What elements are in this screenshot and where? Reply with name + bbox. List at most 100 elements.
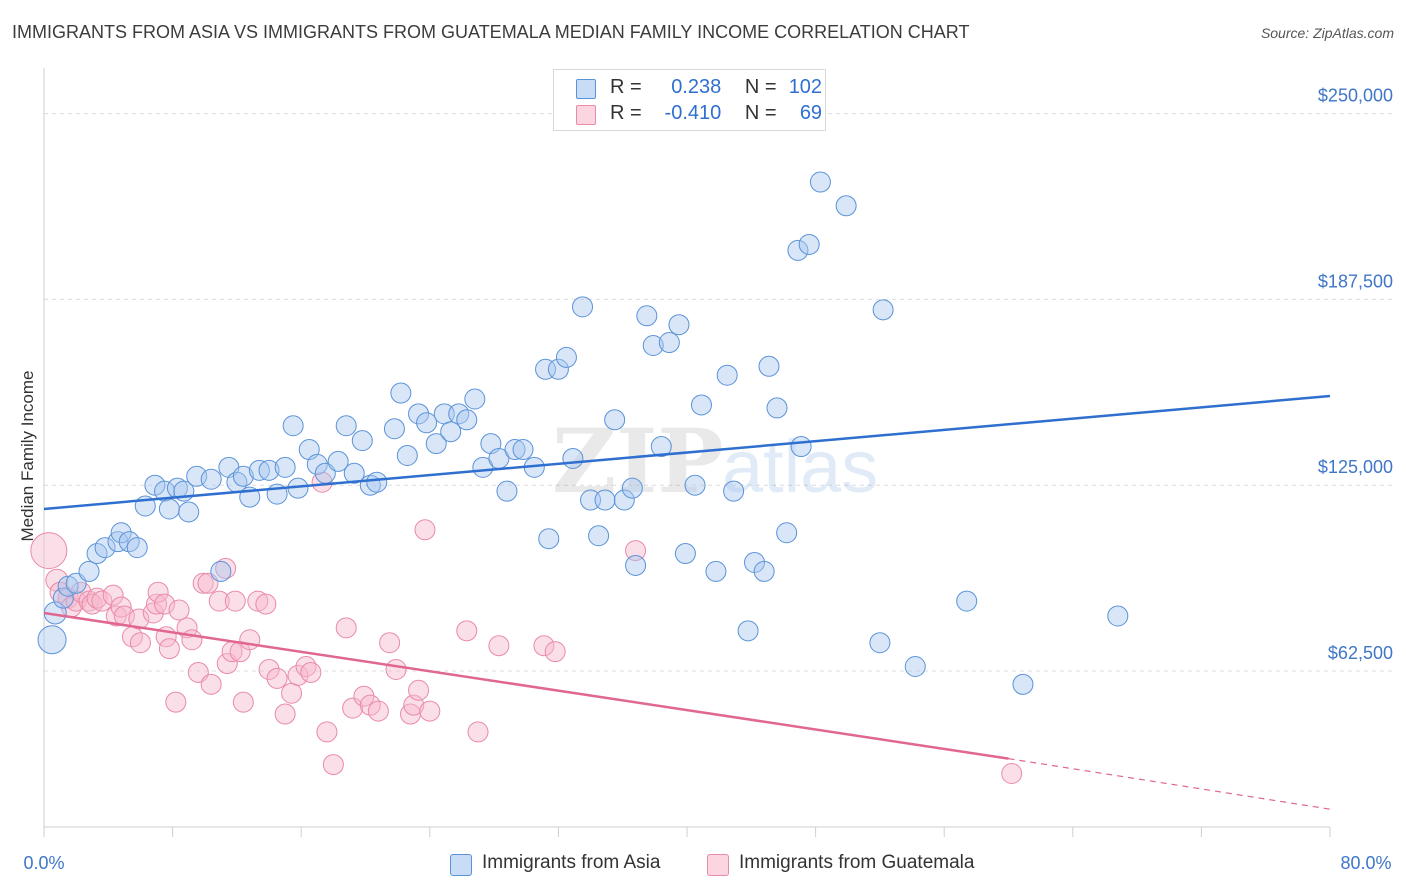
data-point-asia xyxy=(588,525,610,547)
data-point-asia xyxy=(496,480,518,502)
data-point-asia xyxy=(684,474,706,496)
x-tick-label: 80.0% xyxy=(1340,853,1391,873)
data-point-asia xyxy=(737,620,759,642)
data-point-asia xyxy=(650,436,672,458)
data-point-asia xyxy=(232,465,254,487)
legend-label-asia: Immigrants from Asia xyxy=(482,852,661,873)
data-point-guatemala xyxy=(625,540,647,562)
data-point-guatemala xyxy=(544,641,566,663)
data-point-guatemala xyxy=(165,691,187,713)
x-tick-label: 0.0% xyxy=(23,853,64,873)
data-point-guatemala xyxy=(247,590,269,612)
legend-r-value: -0.410 xyxy=(664,102,722,124)
y-tick-labels: $62,500 $125,000 $187,500 $250,000 xyxy=(1318,86,1393,663)
y-tick-label: $125,000 xyxy=(1318,457,1393,477)
data-point-asia xyxy=(594,489,616,511)
data-point-guatemala xyxy=(142,602,164,624)
data-point-asia xyxy=(625,554,647,576)
data-point-guatemala xyxy=(419,700,441,722)
data-point-asia xyxy=(535,358,557,380)
y-axis-title: Median Family Income xyxy=(18,370,37,541)
data-point-guatemala xyxy=(379,632,401,654)
data-point-asia xyxy=(107,531,129,553)
data-point-asia xyxy=(94,537,116,559)
data-point-guatemala xyxy=(488,635,510,657)
data-point-asia xyxy=(758,355,780,377)
trend-lines xyxy=(43,394,1331,810)
data-point-asia xyxy=(282,415,304,437)
data-point-asia xyxy=(904,656,926,677)
data-point-asia xyxy=(766,397,788,419)
data-point-asia xyxy=(690,394,712,416)
data-point-guatemala xyxy=(181,629,203,651)
data-point-asia xyxy=(408,403,430,425)
data-point-asia xyxy=(57,575,79,597)
data-point-asia xyxy=(390,382,412,404)
data-point-guatemala xyxy=(385,658,407,680)
data-point-asia xyxy=(327,450,349,472)
data-point-asia xyxy=(809,171,831,193)
y-tick-label: $187,500 xyxy=(1318,271,1393,291)
data-point-guatemala xyxy=(258,658,280,680)
data-point-guatemala xyxy=(168,599,190,621)
legend-swatch-guatemala xyxy=(576,105,596,125)
data-point-guatemala xyxy=(129,632,151,654)
data-point-asia xyxy=(52,587,74,609)
trend-line-guatemala xyxy=(43,611,1009,760)
data-point-asia xyxy=(158,498,180,520)
legend-swatch-guatemala xyxy=(707,854,729,876)
data-point-asia xyxy=(621,477,643,499)
data-point-guatemala xyxy=(30,532,68,570)
data-point-asia xyxy=(668,314,690,336)
legend-r-label: R = xyxy=(610,76,642,98)
data-point-asia xyxy=(580,489,602,511)
data-point-asia xyxy=(383,418,405,440)
data-point-asia xyxy=(776,522,798,544)
data-point-guatemala xyxy=(91,590,113,612)
data-point-asia xyxy=(1012,673,1034,695)
data-point-guatemala xyxy=(147,581,169,603)
data-point-asia xyxy=(956,590,978,612)
y-tick-label: $250,000 xyxy=(1318,86,1393,106)
data-point-guatemala xyxy=(414,519,436,541)
data-point-asia xyxy=(456,409,478,431)
data-point-guatemala xyxy=(255,593,277,615)
data-point-asia xyxy=(705,560,727,582)
series-guatemala-points xyxy=(30,471,1023,784)
data-point-guatemala xyxy=(224,590,246,612)
data-point-asia xyxy=(110,522,132,544)
series-asia-points xyxy=(37,171,1129,695)
data-point-asia xyxy=(178,501,200,523)
data-point-asia xyxy=(366,471,388,493)
data-point-asia xyxy=(396,444,418,466)
data-point-asia xyxy=(335,415,357,437)
legend-swatch-asia xyxy=(450,854,472,876)
series-legend: Immigrants from Asia Immigrants from Gua… xyxy=(0,851,1406,879)
data-point-guatemala xyxy=(342,697,364,719)
data-point-guatemala xyxy=(78,590,100,612)
legend-r-value: 0.238 xyxy=(671,76,722,98)
legend-n-value: 102 xyxy=(788,76,823,98)
legend-n-value: 69 xyxy=(799,102,823,124)
data-point-asia xyxy=(716,364,738,386)
data-point-asia xyxy=(790,436,812,458)
data-point-asia xyxy=(642,335,664,356)
legend-n-label: N = xyxy=(744,102,777,124)
chart-title: IMMIGRANTS FROM ASIA VS IMMIGRANTS FROM … xyxy=(12,22,970,42)
legend-r-label: R = xyxy=(610,102,642,124)
data-point-asia xyxy=(547,358,569,380)
data-point-asia xyxy=(416,412,438,434)
data-point-asia xyxy=(425,433,447,455)
data-point-guatemala xyxy=(110,596,132,618)
data-point-asia xyxy=(835,195,857,217)
data-point-guatemala xyxy=(311,471,333,493)
data-point-asia xyxy=(572,296,594,318)
data-point-asia xyxy=(555,346,577,368)
data-point-guatemala xyxy=(232,691,254,713)
data-point-asia xyxy=(604,409,626,431)
data-point-guatemala xyxy=(316,721,338,743)
data-point-guatemala xyxy=(456,620,478,642)
data-point-guatemala xyxy=(467,721,489,743)
data-point-asia xyxy=(306,453,328,475)
